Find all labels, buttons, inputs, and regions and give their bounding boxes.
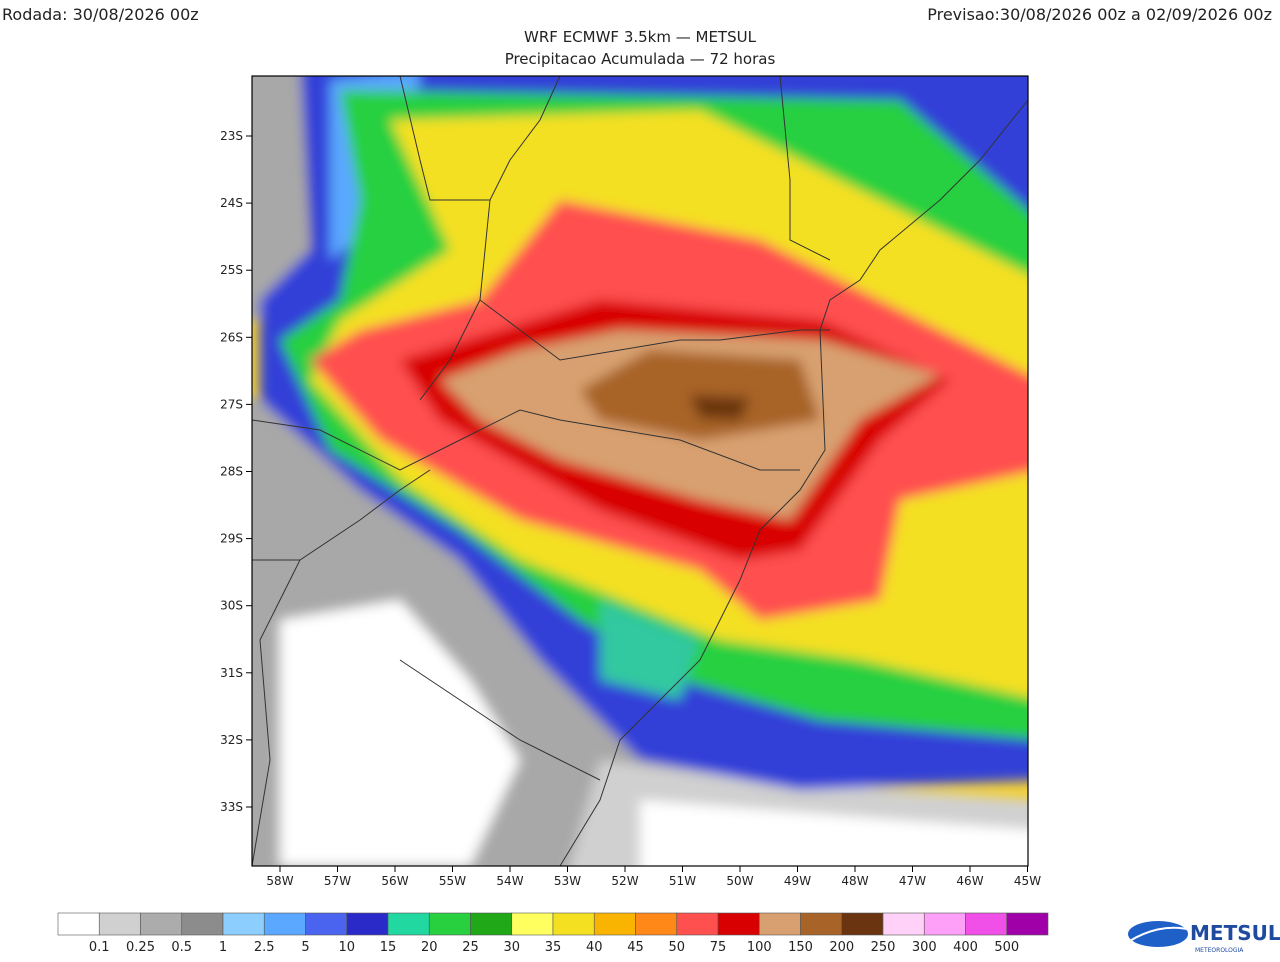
lat-label: 25S xyxy=(220,263,243,277)
colorbar-label: 5 xyxy=(301,940,309,955)
color-box xyxy=(387,912,430,936)
colorbar-label: 25 xyxy=(462,940,479,955)
forecast-period: Previsao:30/08/2026 00z a 02/09/2026 00z xyxy=(927,5,1272,24)
color-box xyxy=(758,912,801,936)
colorbar-label: 400 xyxy=(953,940,978,955)
lon-label: 45W xyxy=(1014,874,1041,888)
color-box xyxy=(305,912,348,936)
colorbar-label: 15 xyxy=(380,940,397,955)
colorbar: 0.1 0.25 0.5 1 2.5 5 10 15 20 25 30 35 40 45 50 75 100 15… xyxy=(57,912,1049,955)
color-box xyxy=(800,912,843,936)
colorbar-label: 75 xyxy=(710,940,727,955)
color-box xyxy=(140,912,183,936)
color-box xyxy=(841,912,884,936)
colorbar-label: 0.25 xyxy=(126,940,155,955)
color-box xyxy=(511,912,554,936)
logo-swoosh xyxy=(1127,926,1193,943)
lat-label: 24S xyxy=(220,196,243,210)
color-box xyxy=(428,912,471,936)
color-box xyxy=(593,912,636,936)
lat-label: 32S xyxy=(220,733,243,747)
lon-label: 54W xyxy=(496,874,523,888)
lon-label: 53W xyxy=(554,874,581,888)
color-box xyxy=(181,912,224,936)
lon-label: 58W xyxy=(266,874,293,888)
lat-label: 31S xyxy=(220,666,243,680)
lat-label: 33S xyxy=(220,800,243,814)
logo-globe xyxy=(1128,921,1188,947)
color-box xyxy=(717,912,760,936)
colorbar-label: 150 xyxy=(788,940,813,955)
colorbar-label: 2.5 xyxy=(254,940,275,955)
lat-label: 26S xyxy=(220,330,243,344)
logo: METSUL METEOROLOGIA xyxy=(1127,921,1280,954)
color-box xyxy=(222,912,265,936)
colorbar-label: 200 xyxy=(829,940,854,955)
colorbar-label: 10 xyxy=(338,940,355,955)
colorbar-label: 300 xyxy=(912,940,937,955)
colorbar-label: 40 xyxy=(586,940,603,955)
lat-label: 23S xyxy=(220,129,243,143)
color-box xyxy=(965,912,1008,936)
colorbar-label: 35 xyxy=(545,940,562,955)
colorbar-label: 0.1 xyxy=(89,940,110,955)
lat-label: 27S xyxy=(220,397,243,411)
colorbar-label: 100 xyxy=(747,940,772,955)
lon-label: 51W xyxy=(669,874,696,888)
lon-label: 47W xyxy=(899,874,926,888)
colorbar-label: 50 xyxy=(668,940,685,955)
map-axes: 23S 24S 25S 26S 27S 28S 29S 30S 31S 32S 33S 58W 57W 5… xyxy=(220,129,1041,888)
map-subtitle: Precipitacao Acumulada — 72 horas xyxy=(505,50,776,68)
color-box xyxy=(263,912,306,936)
lon-label: 50W xyxy=(726,874,753,888)
color-box xyxy=(470,912,513,936)
lat-label: 28S xyxy=(220,465,243,479)
color-box xyxy=(98,912,141,936)
lat-label: 29S xyxy=(220,532,243,546)
lat-label: 30S xyxy=(220,599,243,613)
run-time: Rodada: 30/08/2026 00z xyxy=(2,5,199,24)
lon-label: 52W xyxy=(611,874,638,888)
map-title: WRF ECMWF 3.5km — METSUL xyxy=(524,28,757,46)
colorbar-label: 30 xyxy=(503,940,520,955)
color-box xyxy=(676,912,719,936)
color-box xyxy=(552,912,595,936)
colorbar-label: 1 xyxy=(219,940,227,955)
color-box xyxy=(635,912,678,936)
colorbar-label: 45 xyxy=(627,940,644,955)
color-box xyxy=(346,912,389,936)
colorbar-label: 250 xyxy=(871,940,896,955)
logo-name: METSUL xyxy=(1190,921,1280,945)
lon-label: 56W xyxy=(381,874,408,888)
precipitation-field xyxy=(252,76,1028,866)
color-box xyxy=(923,912,966,936)
colorbar-label: 500 xyxy=(994,940,1019,955)
color-box xyxy=(57,912,100,936)
color-box xyxy=(1006,912,1049,936)
colorbar-label: 0.5 xyxy=(171,940,192,955)
lon-label: 57W xyxy=(324,874,351,888)
logo-tagline: METEOROLOGIA xyxy=(1195,947,1244,954)
lon-label: 46W xyxy=(956,874,983,888)
colorbar-label: 20 xyxy=(421,940,438,955)
color-box xyxy=(882,912,925,936)
lon-label: 55W xyxy=(439,874,466,888)
lon-label: 49W xyxy=(784,874,811,888)
lon-label: 48W xyxy=(841,874,868,888)
